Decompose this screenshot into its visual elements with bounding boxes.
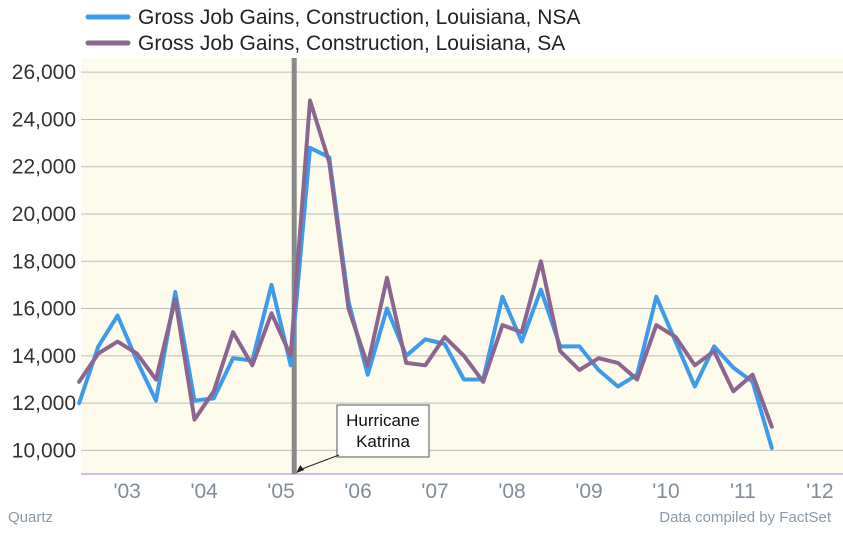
x-tick-label: '03: [113, 480, 140, 503]
series-line-nsa: [77, 145, 774, 450]
x-tick-label: '07: [421, 480, 448, 503]
y-tick-label: 10,000: [12, 439, 76, 462]
plot-background: [81, 58, 843, 474]
legend: Gross Job Gains, Construction, Louisiana…: [85, 6, 580, 55]
x-tick-label: '04: [190, 480, 218, 503]
y-tick-label: 22,000: [12, 156, 76, 179]
y-tick-label: 12,000: [12, 392, 76, 415]
legend-label: Gross Job Gains, Construction, Louisiana…: [138, 32, 565, 55]
y-tick-label: 24,000: [12, 108, 76, 131]
x-tick-label: '08: [498, 480, 525, 503]
y-tick-label: 18,000: [12, 250, 76, 273]
annotation-arrow: [299, 454, 340, 471]
y-tick-label: 14,000: [12, 345, 76, 368]
x-tick-label: '12: [806, 480, 833, 503]
source-credit-right: Data compiled by FactSet: [659, 509, 831, 526]
x-tick-label: '05: [267, 480, 294, 503]
annotation-label: Katrina: [356, 432, 410, 451]
annotation-box: [336, 404, 430, 458]
x-tick-label: '06: [344, 480, 371, 503]
x-tick-label: '09: [575, 480, 602, 503]
x-tick-label: '11: [730, 480, 756, 503]
series-lines: [77, 98, 774, 450]
annotation: Hurricane Katrina: [296, 404, 430, 473]
y-tick-label: 16,000: [12, 298, 76, 321]
source-credit-left: Quartz: [8, 509, 54, 526]
y-tick-label: 26,000: [12, 61, 76, 84]
y-axis: 10,000 12,000 14,000 16,000 18,000 20,000 22,0…: [12, 61, 76, 462]
x-tick-label: '10: [652, 480, 679, 503]
annotation-arrowhead: [296, 465, 305, 473]
series-line-sa: [77, 98, 774, 429]
legend-label: Gross Job Gains, Construction, Louisiana…: [138, 6, 580, 29]
annotation-label: Hurricane: [346, 411, 420, 430]
x-axis: '03 '04 '05 '06 '07 '08 '09 '10 '11 '12: [113, 480, 833, 503]
y-tick-label: 20,000: [12, 203, 76, 226]
